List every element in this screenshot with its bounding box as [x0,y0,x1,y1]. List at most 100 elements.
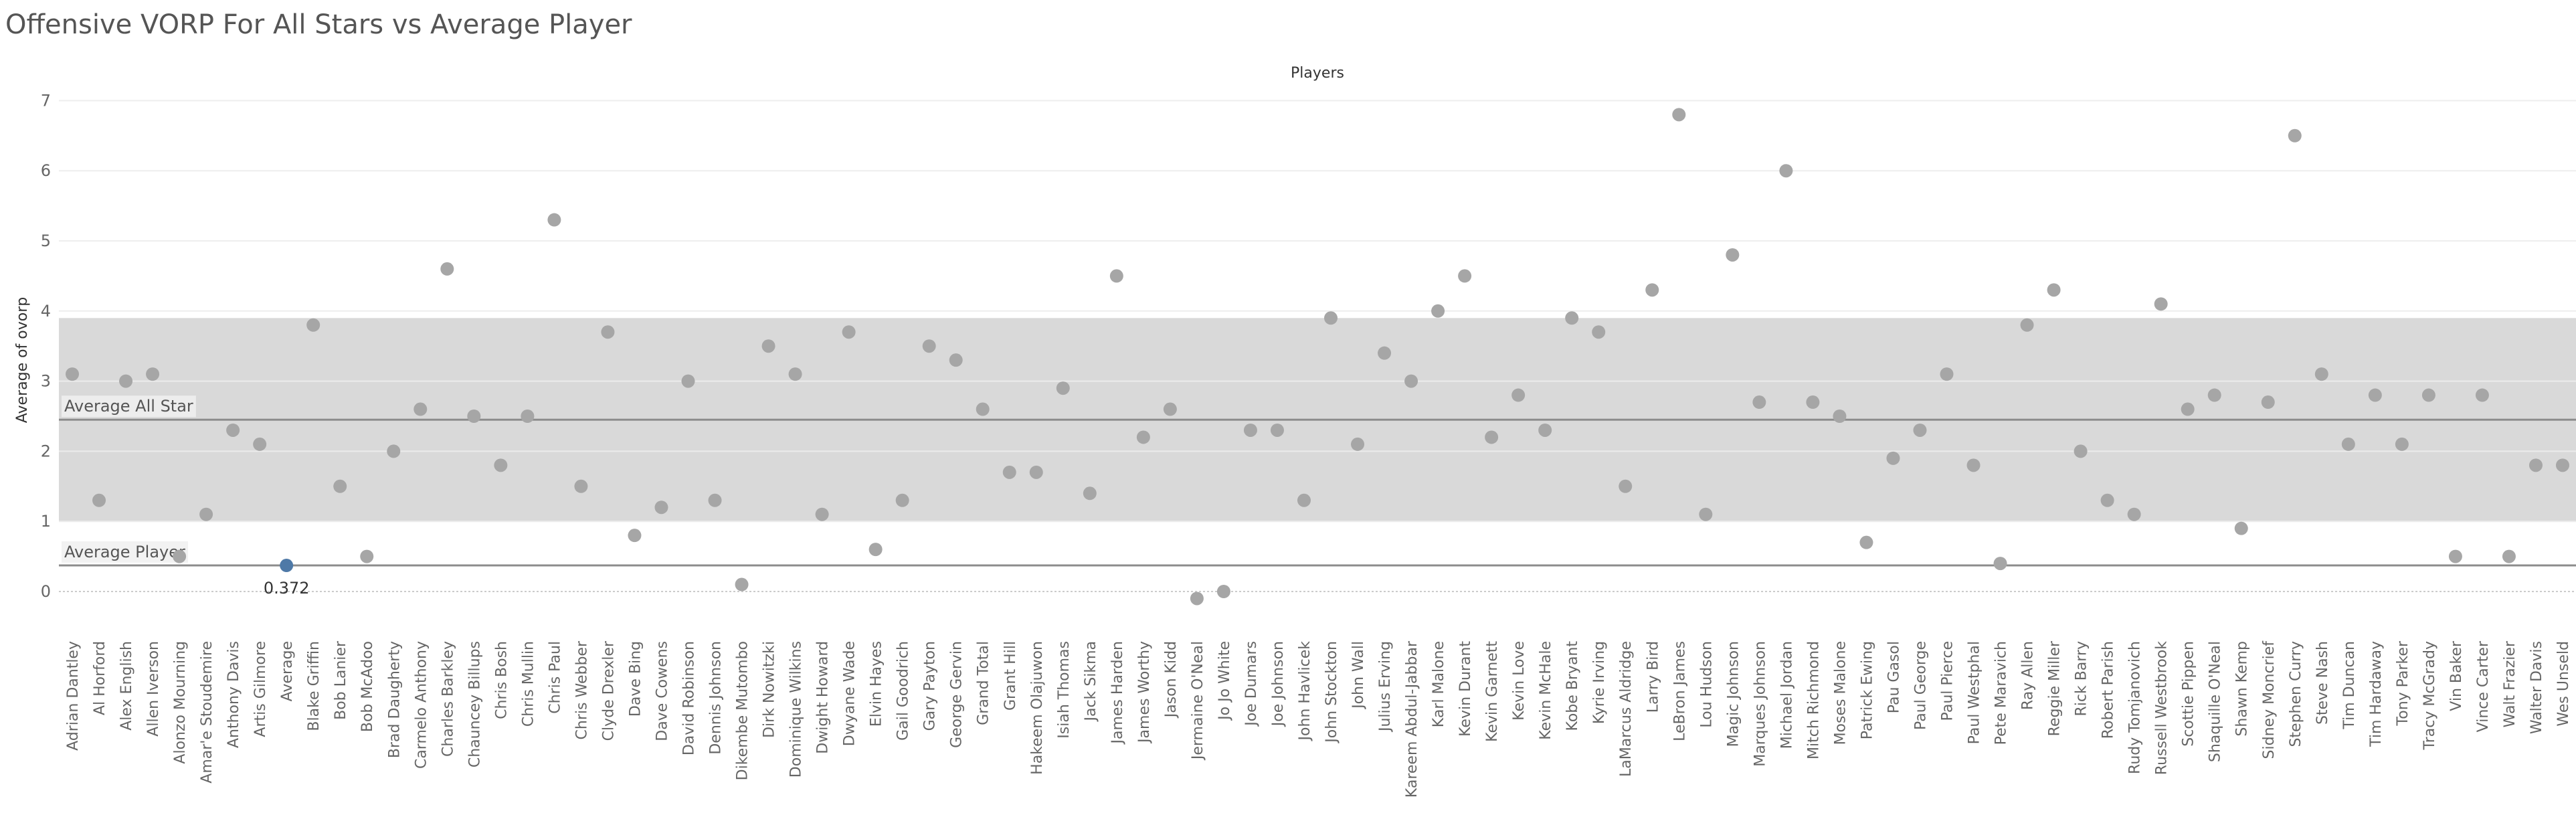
data-point[interactable] [547,213,561,227]
data-point[interactable] [521,410,535,423]
data-point[interactable] [2421,388,2435,402]
data-point[interactable] [2154,297,2168,311]
data-point[interactable] [1270,423,1284,437]
data-point[interactable] [2502,549,2516,563]
data-point[interactable] [2475,388,2489,402]
data-point[interactable] [1056,381,1070,395]
data-point[interactable] [413,402,428,416]
data-point[interactable] [2395,437,2409,451]
data-point[interactable] [2314,367,2328,381]
data-point[interactable] [119,374,133,388]
data-point[interactable] [2127,507,2141,521]
data-point[interactable] [2288,128,2302,143]
data-point[interactable] [1913,423,1927,437]
data-point[interactable] [949,353,963,367]
data-point[interactable] [1966,458,1981,472]
x-category-label: LeBron James [1671,641,1688,741]
data-point[interactable] [1378,346,1392,360]
data-point[interactable] [387,444,401,458]
x-category-label: Al Horford [92,641,108,715]
data-point[interactable] [2448,549,2462,563]
data-point[interactable] [1833,410,1847,423]
data-point[interactable] [895,493,909,507]
highlight-data-point[interactable] [280,559,294,573]
x-category-label: Rudy Tomjanovich [2127,641,2144,774]
data-point[interactable] [92,493,106,507]
data-point[interactable] [815,507,829,521]
data-point[interactable] [1002,465,1016,479]
data-point[interactable] [2555,458,2569,472]
data-point[interactable] [2020,318,2034,332]
data-point[interactable] [1404,374,1418,388]
data-point[interactable] [1859,535,1873,549]
data-point[interactable] [842,325,856,339]
data-point[interactable] [1645,283,1659,297]
data-point[interactable] [1163,402,1177,416]
data-point[interactable] [1672,108,1686,122]
data-point[interactable] [2234,521,2248,535]
data-point[interactable] [708,493,722,507]
data-point[interactable] [1886,451,1900,465]
data-point[interactable] [2528,458,2543,472]
data-point[interactable] [1083,486,1097,500]
data-point[interactable] [976,402,990,416]
data-point[interactable] [1458,269,1472,283]
data-point[interactable] [467,410,481,423]
data-point[interactable] [2100,493,2114,507]
data-point[interactable] [360,549,374,563]
data-point[interactable] [1190,592,1204,606]
data-point[interactable] [735,577,749,592]
data-point[interactable] [2341,437,2355,451]
data-point[interactable] [1940,367,1954,381]
data-point[interactable] [1592,325,1606,339]
data-point[interactable] [1565,311,1579,325]
data-point[interactable] [1431,304,1445,318]
data-point[interactable] [1806,395,1820,410]
data-point[interactable] [1619,479,1633,493]
data-point[interactable] [173,549,187,563]
data-point[interactable] [922,339,936,353]
x-category-label: Jo Jo White [1216,641,1233,721]
data-point[interactable] [1752,395,1766,410]
data-point[interactable] [1297,493,1311,507]
data-point[interactable] [761,339,775,353]
y-tick-label: 3 [41,372,51,391]
x-category-label: John Wall [1350,641,1367,710]
data-point[interactable] [1699,507,1713,521]
data-point[interactable] [1029,465,1043,479]
data-point[interactable] [1511,388,1526,402]
data-point[interactable] [1779,164,1793,178]
data-point[interactable] [1485,430,1499,444]
data-point[interactable] [1993,557,2007,571]
data-point[interactable] [2261,395,2275,410]
data-point[interactable] [574,479,588,493]
data-point[interactable] [2047,283,2061,297]
data-point[interactable] [253,437,267,451]
data-point[interactable] [306,318,320,332]
data-point[interactable] [1726,248,1740,262]
data-point[interactable] [440,262,454,276]
data-point[interactable] [1136,430,1150,444]
data-point[interactable] [333,479,347,493]
data-point[interactable] [788,367,802,381]
data-point[interactable] [654,500,668,515]
data-point[interactable] [1351,437,1365,451]
data-point[interactable] [2074,444,2088,458]
data-point[interactable] [868,543,883,557]
data-point[interactable] [1216,585,1230,598]
data-point[interactable] [681,374,695,388]
data-point[interactable] [2181,402,2195,416]
data-point[interactable] [1109,269,1123,283]
data-point[interactable] [1538,423,1552,437]
data-point[interactable] [601,325,615,339]
data-point[interactable] [628,529,642,543]
data-point[interactable] [66,367,80,381]
data-point[interactable] [226,423,240,437]
data-point[interactable] [2368,388,2382,402]
data-point[interactable] [1243,423,1257,437]
data-point[interactable] [494,458,508,472]
data-point[interactable] [1324,311,1338,325]
data-point[interactable] [199,507,213,521]
data-point[interactable] [146,367,160,381]
data-point[interactable] [2207,388,2221,402]
